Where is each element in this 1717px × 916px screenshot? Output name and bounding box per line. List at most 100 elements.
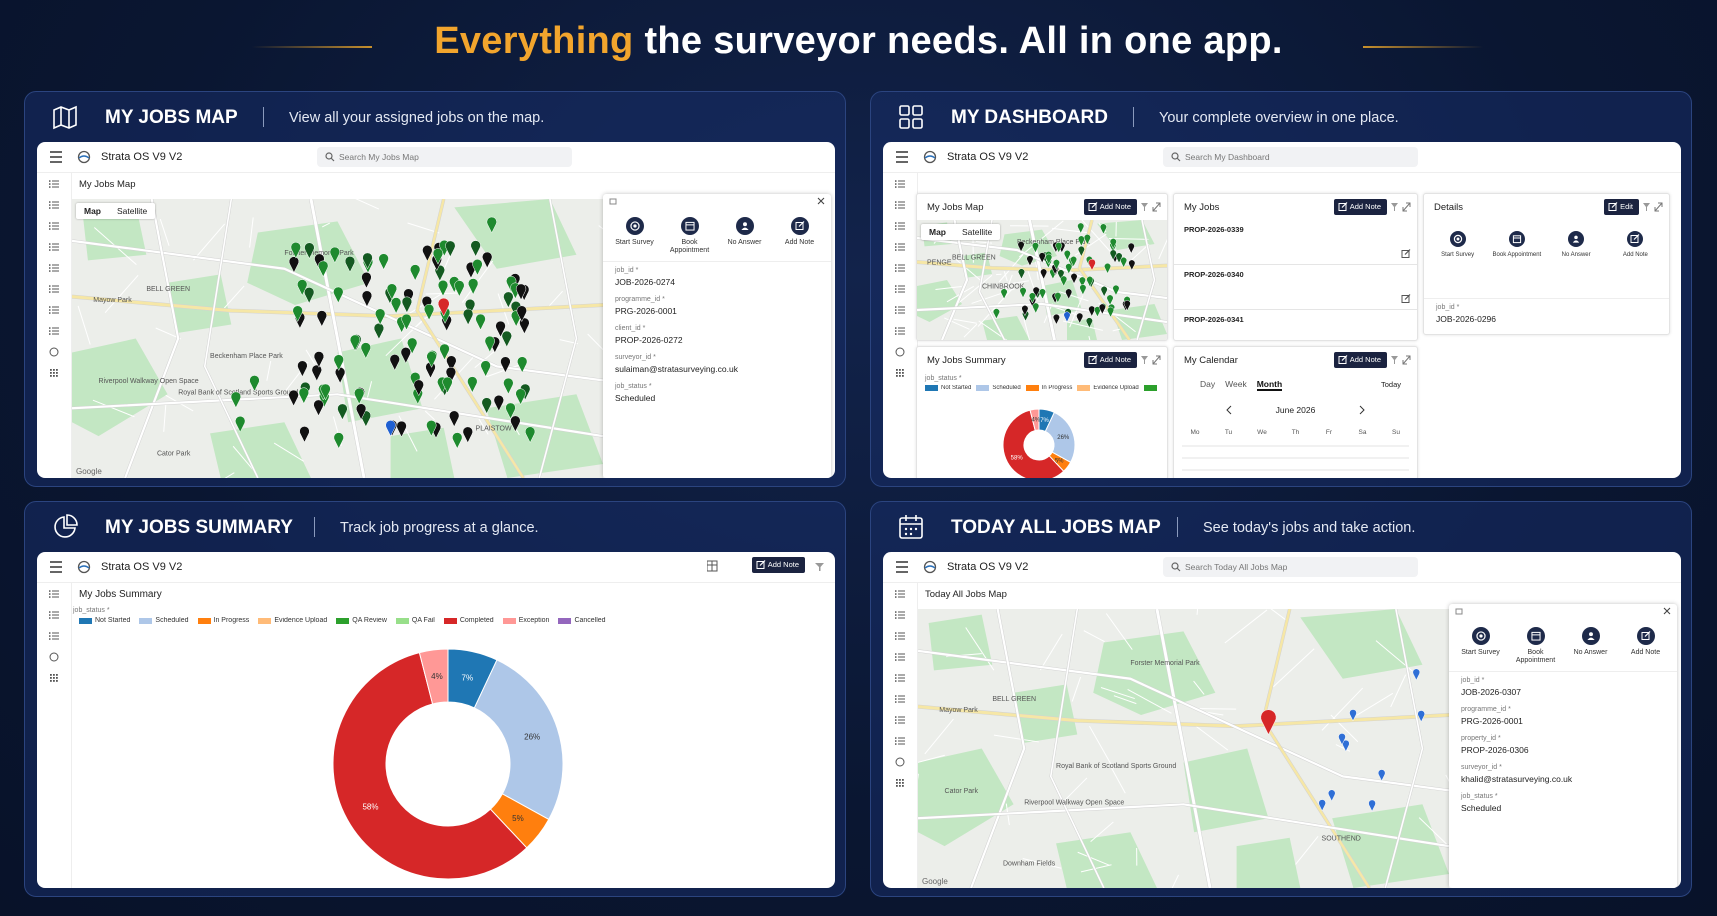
job-pin[interactable] [314,253,325,271]
job-pin[interactable] [1128,259,1136,271]
job-pin[interactable] [1098,303,1106,315]
job-pin[interactable] [329,246,340,264]
action-button[interactable]: Book Appointment [1510,626,1562,665]
job-pin[interactable] [1120,257,1127,268]
job-pin[interactable] [481,397,492,415]
job-pin[interactable] [1085,317,1093,329]
toggle-option[interactable]: Satellite [117,206,148,216]
job-pin[interactable] [389,354,400,371]
legend-item[interactable]: QA Fail [395,617,435,624]
donut-segment[interactable] [1029,408,1040,432]
filter-icon[interactable] [1643,203,1650,211]
job-pin[interactable] [1053,259,1060,271]
job-pin[interactable] [375,308,386,326]
legend-item[interactable]: Evidence Upload [258,617,327,624]
close-button[interactable] [1663,607,1671,615]
menu-button[interactable] [49,561,63,573]
menu-button[interactable] [49,151,63,163]
job-pin[interactable] [407,337,418,355]
donut-segment[interactable] [332,652,528,880]
job-pin[interactable] [1123,300,1131,312]
job-pin[interactable] [1063,250,1071,262]
job-pin[interactable] [503,377,514,395]
donut-segment[interactable] [473,659,564,821]
action-button[interactable]: Add Note [774,216,826,255]
action-button[interactable]: Start Survey [1455,626,1507,665]
close-button[interactable] [817,197,825,205]
filter-icon[interactable] [815,563,824,571]
job-pin[interactable] [354,387,365,405]
job-pin[interactable] [344,256,356,273]
job-pin[interactable] [288,389,299,407]
job-pin[interactable] [515,283,527,301]
job-pin[interactable] [361,272,372,289]
job-pin[interactable] [1115,252,1123,264]
job-pin[interactable] [439,343,450,361]
job-pin[interactable] [410,264,421,281]
job-pin[interactable] [503,291,514,309]
job-pin[interactable] [501,330,512,348]
job-pin[interactable] [290,242,301,259]
job-pin[interactable] [1070,273,1078,285]
today-button[interactable]: Today [1380,380,1401,389]
job-pin[interactable] [468,278,479,295]
job-pin[interactable] [1328,789,1336,802]
job-pin[interactable] [1112,285,1120,296]
job-pin[interactable] [401,313,412,331]
job-pin[interactable] [470,240,481,257]
job-pin[interactable] [422,245,433,262]
job-pin[interactable] [1053,314,1060,325]
job-pin[interactable] [1078,276,1086,288]
action-button[interactable]: Add Note [1083,199,1137,215]
job-pin[interactable] [1021,305,1029,317]
next-month[interactable] [1359,405,1365,415]
job-pin[interactable] [311,364,322,382]
action-button[interactable]: No Answer [1565,626,1617,665]
job-pin[interactable] [486,216,497,234]
job-pin[interactable] [1063,311,1071,323]
legend-item[interactable]: In Progress [197,617,249,624]
job-pin[interactable] [313,351,324,368]
job-pin[interactable] [1100,286,1108,298]
job-pin[interactable] [454,280,465,297]
job-pin[interactable] [525,426,536,444]
job-pin[interactable] [401,296,412,314]
job-pin[interactable] [1018,268,1025,280]
action-button[interactable]: Add Note [1333,199,1387,215]
search-box[interactable]: Search Today All Jobs Map [1163,557,1418,577]
job-pin[interactable] [515,388,526,406]
job-pin[interactable] [423,303,435,321]
job-pin[interactable] [1055,242,1063,254]
expand-icon[interactable] [1654,202,1663,212]
legend-item[interactable]: Scheduled [139,617,189,624]
legend-item[interactable]: In Progress [1025,385,1072,391]
action-button[interactable]: Add Note [1609,230,1661,259]
job-pin[interactable] [298,387,309,405]
job-pin[interactable] [413,379,424,397]
donut-segment[interactable] [418,648,449,705]
job-pin[interactable] [1094,306,1101,318]
job-pin[interactable] [1077,235,1085,247]
job-pin[interactable] [493,394,504,412]
job-pin[interactable] [505,402,516,420]
filter-icon[interactable] [1141,356,1148,364]
job-pin[interactable] [378,253,389,271]
job-pin[interactable] [1106,294,1114,306]
job-pin[interactable] [467,376,478,393]
expand-icon[interactable] [1402,202,1411,212]
action-button[interactable]: Start Survey [609,216,661,255]
job-pin[interactable] [333,286,344,304]
job-pin[interactable] [445,240,456,258]
job-pin[interactable] [288,256,300,274]
legend-item[interactable]: Evidence Upload [1077,385,1139,391]
job-pin[interactable] [475,313,486,331]
job-pin[interactable] [472,259,483,276]
prev-month[interactable] [1226,405,1232,415]
job-pin[interactable] [465,298,476,316]
job-pin[interactable] [1109,238,1117,250]
job-pin[interactable] [360,342,371,359]
job-item[interactable]: PROP-2026-0339 [1174,220,1417,265]
job-pin[interactable] [510,415,521,433]
job-pin[interactable] [426,420,437,437]
job-pin[interactable] [396,420,407,438]
